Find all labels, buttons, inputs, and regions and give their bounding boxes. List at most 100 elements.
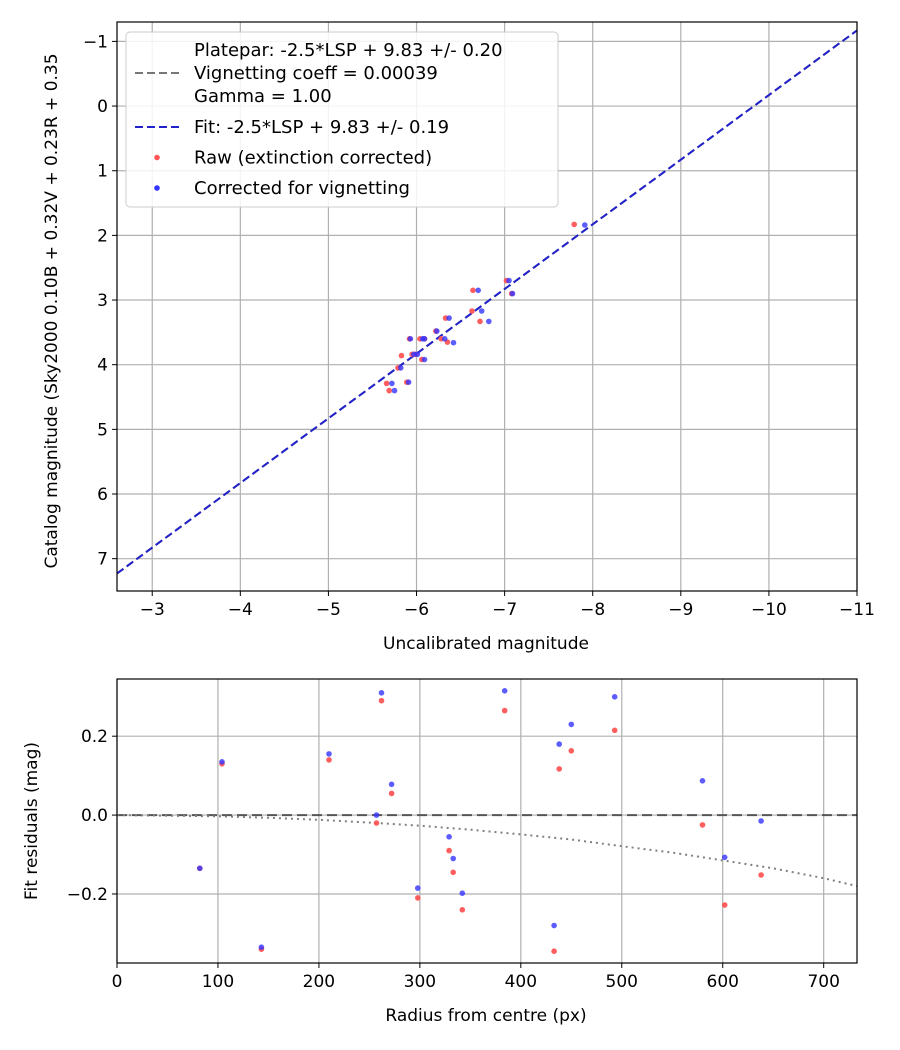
y-tick-label: 0.0	[81, 806, 108, 826]
legend-entry-text: Fit: -2.5*LSP + 9.83 +/- 0.19	[194, 117, 449, 138]
vignetting-curve	[117, 814, 857, 888]
x-tick-label: −3	[140, 600, 165, 620]
x-tick-label: −7	[492, 600, 517, 620]
data-points	[383, 221, 588, 394]
x-tick-label: −4	[228, 600, 253, 620]
corrected-point	[405, 379, 412, 386]
x-tick-label: 200	[303, 972, 335, 992]
corrected-point	[258, 944, 265, 950]
y-tick-label: 2	[97, 226, 108, 246]
y-tick-label: 7	[97, 550, 108, 570]
y-axis-label: Catalog magnitude (Sky2000 0.10B + 0.32V…	[42, 53, 62, 568]
raw-point	[383, 380, 390, 387]
x-tick-label: 0	[112, 972, 123, 992]
corrected-point	[758, 818, 764, 824]
raw-point	[378, 697, 385, 704]
raw-point	[721, 902, 728, 908]
residuals-plot: 0 100 200 300 400 500 600 700 −0.2 0.0 0.2 Radius f…	[22, 678, 858, 1026]
corrected-point	[450, 855, 457, 862]
x-axis-label: Uncalibrated magnitude	[383, 634, 589, 654]
legend-entry-text: Platepar: -2.5*LSP + 9.83 +/- 0.20	[194, 40, 503, 61]
plot-frame	[116, 678, 858, 964]
corrected-point	[378, 690, 385, 696]
raw-point	[501, 707, 508, 714]
corrected-point	[478, 308, 485, 314]
raw-point	[326, 757, 332, 763]
corrected-point	[501, 688, 508, 694]
y-tick-label: −1	[83, 32, 108, 52]
corrected-point	[568, 721, 575, 728]
corrected-point	[721, 854, 728, 861]
raw-point	[459, 907, 466, 913]
raw-point	[469, 308, 475, 314]
calibration-plot: −3 −4 −5 −6 −7 −8 −9 −10 −11−101234567Uncalibrat…	[42, 21, 875, 654]
legend-entry-text: Corrected for vignetting	[194, 178, 410, 199]
y-tick-label: 4	[97, 356, 108, 376]
raw-point	[388, 790, 395, 797]
legend-dot-marker	[154, 185, 160, 191]
corrected-point	[397, 365, 404, 371]
fit-line	[117, 29, 857, 575]
corrected-point	[197, 865, 203, 872]
raw-point	[551, 948, 557, 954]
corrected-point	[506, 277, 512, 284]
legend-entry-text: Gamma = 1.00	[194, 86, 332, 107]
corrected-point	[388, 781, 395, 788]
plot-lines	[117, 29, 857, 575]
corrected-point	[551, 922, 557, 929]
raw-point	[446, 847, 452, 854]
raw-point	[398, 352, 405, 359]
raw-point	[373, 820, 380, 826]
y-tick-label: 0.2	[81, 727, 108, 747]
data-points	[197, 688, 764, 954]
raw-point	[699, 822, 706, 828]
corrected-point	[219, 759, 225, 765]
corrected-point	[326, 751, 332, 757]
raw-point	[415, 895, 421, 901]
x-tick-label: −10	[751, 600, 787, 620]
corrected-point	[407, 336, 414, 342]
plot-frame	[116, 21, 858, 592]
x-tick-label: −5	[316, 600, 341, 620]
corrected-point	[373, 812, 380, 818]
y-tick-label: 1	[97, 162, 108, 182]
legend-dot-marker	[154, 154, 160, 161]
legend-box	[125, 31, 559, 208]
x-tick-label: −6	[404, 600, 429, 620]
x-tick-label: −8	[580, 600, 605, 620]
corrected-point	[450, 339, 457, 346]
x-tick-label: −11	[839, 600, 875, 620]
corrected-point	[415, 885, 421, 891]
raw-point	[571, 221, 577, 228]
corrected-point	[611, 694, 618, 700]
x-tick-label: 500	[606, 972, 638, 992]
raw-point	[477, 318, 483, 325]
corrected-point	[699, 778, 706, 784]
legend-entry-text: Vignetting coeff = 0.00039	[194, 63, 438, 84]
corrected-point	[421, 336, 428, 342]
corrected-point	[389, 380, 395, 387]
x-tick-label: 100	[202, 972, 234, 992]
corrected-point	[556, 741, 562, 747]
x-tick-label: −9	[668, 600, 693, 620]
y-tick-label: −0.2	[67, 885, 108, 905]
raw-point	[611, 727, 618, 734]
plot-lines	[117, 814, 857, 888]
raw-point	[568, 748, 575, 754]
y-tick-label: 6	[97, 485, 108, 505]
corrected-point	[434, 328, 440, 334]
x-tick-label: 600	[707, 972, 739, 992]
x-tick-label: 400	[505, 972, 537, 992]
corrected-point	[475, 287, 482, 294]
raw-point	[470, 287, 476, 294]
corrected-point	[459, 890, 466, 896]
y-tick-label: 3	[97, 291, 108, 311]
x-tick-label: 300	[404, 972, 436, 992]
corrected-point	[446, 834, 452, 840]
raw-point	[386, 387, 393, 394]
corrected-point	[509, 290, 516, 297]
x-axis-label: Radius from centre (px)	[385, 1006, 586, 1026]
y-tick-label: 5	[97, 420, 108, 440]
legend-entry-text: Raw (extinction corrected)	[194, 148, 432, 169]
raw-point	[450, 869, 457, 876]
